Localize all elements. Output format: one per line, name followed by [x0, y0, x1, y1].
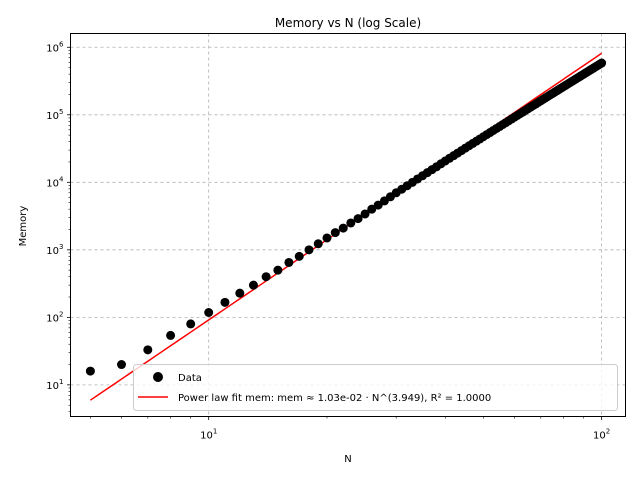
legend-box — [133, 364, 618, 411]
data-point — [367, 204, 377, 214]
x-tick-label-exponent: 1 — [213, 428, 217, 436]
data-point — [313, 239, 323, 249]
legend: Data Power law fit mem: mem ≈ 1.03e-02 ·… — [133, 364, 618, 411]
y-tick-label-exponent: 6 — [59, 40, 64, 48]
data-point — [353, 214, 363, 224]
data-point — [360, 209, 370, 219]
data-point — [143, 345, 153, 355]
legend-label-data: Data — [178, 373, 202, 384]
x-axis-label: N — [344, 454, 351, 465]
data-point — [330, 228, 340, 238]
y-tick-label-exponent: 1 — [59, 378, 63, 386]
data-point — [204, 307, 214, 317]
data-point — [220, 297, 230, 307]
legend-label-fit: Power law fit mem: mem ≈ 1.03e-02 · N^(3… — [178, 393, 491, 404]
axes-frame — [70, 33, 626, 417]
data-points — [85, 58, 607, 376]
data-point — [322, 233, 332, 243]
legend-marker-data — [153, 372, 163, 382]
data-point — [248, 280, 258, 290]
chart-title: Memory vs N (log Scale) — [275, 16, 421, 30]
data-point — [338, 223, 348, 233]
data-point — [597, 58, 607, 68]
data-point — [273, 265, 283, 275]
y-tick-label-exponent: 3 — [59, 243, 63, 251]
y-axis-label: Memory — [18, 206, 29, 247]
data-point — [186, 319, 196, 329]
data-point — [294, 251, 304, 261]
data-point — [261, 272, 271, 282]
x-tick-label-exponent: 2 — [606, 428, 610, 436]
data-point — [235, 288, 245, 298]
y-tick-label-exponent: 2 — [59, 310, 63, 318]
data-point — [117, 360, 127, 370]
data-point — [166, 330, 176, 340]
data-point — [346, 218, 356, 228]
data-point — [284, 257, 294, 267]
data-point — [85, 366, 95, 376]
data-point — [304, 245, 314, 255]
y-tick-label-exponent: 5 — [59, 108, 63, 116]
y-tick-label-exponent: 4 — [59, 175, 64, 183]
